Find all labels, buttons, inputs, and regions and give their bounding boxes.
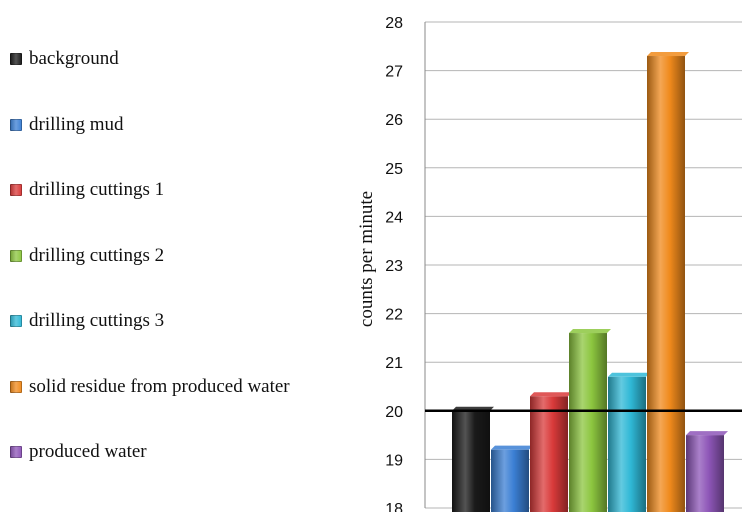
y-tick-label: 23: [385, 258, 403, 275]
y-tick-label: 26: [385, 112, 403, 129]
y-tick-label: 18: [385, 501, 403, 512]
y-tick-label: 20: [385, 404, 403, 421]
bar-body: [686, 435, 724, 512]
bar-drilling-cuttings-1: [530, 392, 572, 512]
legend-label: solid residue from produced water: [29, 375, 290, 397]
y-tick-label: 24: [385, 209, 403, 226]
bar-top: [569, 329, 611, 334]
y-tick-label: 22: [385, 307, 403, 324]
legend-item: background: [10, 48, 119, 70]
legend-item: drilling cuttings 2: [10, 245, 164, 267]
legend-label: drilling cuttings 1: [29, 179, 165, 200]
bar-top: [608, 372, 650, 377]
legend-swatch: [10, 53, 22, 65]
bar-body: [647, 56, 685, 512]
legend-label: background: [29, 48, 119, 69]
legend-label: drilling cuttings 3: [29, 310, 165, 331]
y-tick-label: 21: [385, 355, 403, 372]
legend-swatch: [10, 184, 22, 196]
bar-body: [569, 333, 607, 512]
bar-solid-residue-from-produced-water: [647, 52, 689, 512]
bar-body: [608, 376, 646, 512]
bar-body: [491, 449, 529, 512]
bar-produced-water: [686, 431, 728, 512]
bar-top: [647, 52, 689, 57]
y-axis-label: counts per minute: [356, 191, 377, 327]
legend-item: produced water: [10, 441, 147, 463]
legend-label: drilling mud: [29, 113, 124, 135]
legend-swatch: [10, 249, 22, 262]
bar-top: [530, 392, 572, 397]
bars: [425, 52, 742, 512]
legend-swatch: [10, 380, 22, 393]
y-tick-label: 27: [385, 64, 403, 81]
legend-item: drilling cuttings 3: [10, 310, 164, 332]
bar-body: [452, 410, 490, 512]
legend-swatch: [10, 315, 22, 327]
bar-background: [452, 406, 494, 512]
legend-item: drilling cuttings 1: [10, 179, 164, 201]
y-tick-label: 19: [385, 452, 403, 469]
bar-top: [491, 445, 533, 450]
bar-drilling-cuttings-3: [608, 372, 650, 512]
legend-item: drilling mud: [10, 114, 123, 136]
bar-drilling-cuttings-2: [569, 329, 611, 512]
y-tick-label: 25: [385, 161, 403, 178]
legend-item: solid residue from produced water: [10, 376, 290, 398]
legend-label: drilling cuttings 2: [29, 244, 165, 266]
bar-top: [686, 431, 728, 436]
y-tick-label: 28: [385, 15, 403, 32]
bar-drilling-mud: [491, 445, 533, 512]
y-axis-ticks: 18 19 20 21 22 23 24 25 26 27 28: [385, 15, 403, 512]
bar-body: [530, 396, 568, 512]
legend-label: produced water: [29, 441, 147, 462]
legend-swatch: [10, 118, 22, 131]
legend-swatch: [10, 446, 22, 458]
